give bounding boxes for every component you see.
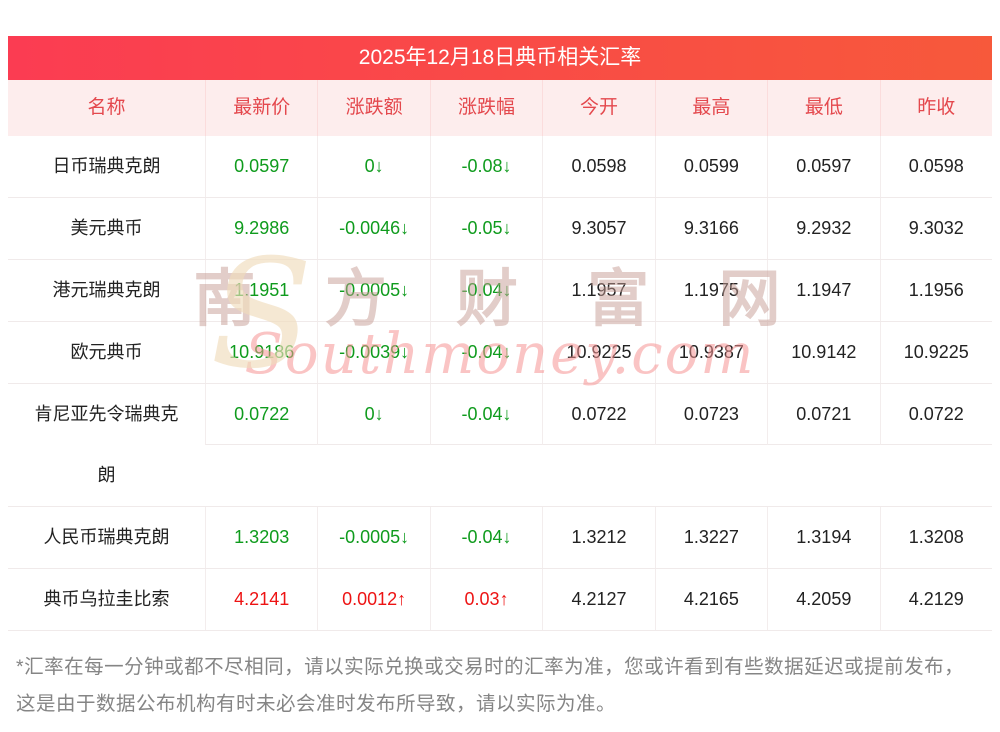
cell-prev-close: 1.3208 bbox=[879, 507, 992, 568]
cell-prev-close: 9.3032 bbox=[879, 198, 992, 259]
cell-prev-close: 1.1956 bbox=[879, 260, 992, 321]
cell-low: 4.2059 bbox=[767, 569, 879, 630]
currency-pair-name: 美元典币 bbox=[70, 218, 143, 238]
currency-pair-name: 欧元典币 bbox=[70, 342, 143, 362]
cell-change: -0.0005↓ bbox=[317, 260, 429, 321]
cell-latest: 0.0597 bbox=[205, 136, 317, 197]
cell-high: 9.3166 bbox=[654, 198, 767, 259]
cell-low: 0.0721 bbox=[767, 384, 880, 445]
disclaimer-note: *汇率在每一分钟或都不尽相同，请以实际兑换或交易时的汇率为准，您或许看到有些数据… bbox=[16, 656, 965, 715]
cell-open: 0.0598 bbox=[542, 136, 654, 197]
table-row: 欧元典币 10.9186 -0.0039↓ -0.04↓ 10.9225 10.… bbox=[8, 322, 992, 384]
cell-latest: 1.1951 bbox=[205, 260, 317, 321]
cell-change: 0.0012↑ bbox=[317, 569, 429, 630]
table-row: 典币乌拉圭比索 4.2141 0.0012↑ 0.03↑ 4.2127 4.21… bbox=[8, 569, 992, 631]
page-title: 2025年12月18日典币相关汇率 bbox=[8, 36, 992, 80]
header-low: 最低 bbox=[767, 80, 879, 136]
cell-low: 9.2932 bbox=[767, 198, 879, 259]
cell-change: -0.0039↓ bbox=[317, 322, 429, 383]
header-change: 涨跌额 bbox=[317, 80, 429, 136]
header-change-pct: 涨跌幅 bbox=[429, 80, 542, 136]
table-header-row: 名称 最新价 涨跌额 涨跌幅 今开 最高 最低 昨收 bbox=[8, 80, 992, 136]
cell-open: 1.3212 bbox=[542, 507, 654, 568]
cell-high: 0.0723 bbox=[654, 384, 768, 445]
cell-low: 10.9142 bbox=[767, 322, 879, 383]
cell-high: 1.1975 bbox=[654, 260, 767, 321]
currency-pair-name: 日币瑞典克朗 bbox=[52, 156, 161, 176]
currency-pair-name: 典币乌拉圭比索 bbox=[43, 589, 170, 609]
cell-change-pct: -0.04↓ bbox=[429, 322, 542, 383]
currency-pair-name: 肯尼亚先令瑞典克朗 bbox=[34, 404, 179, 485]
cell-change: -0.0046↓ bbox=[317, 198, 429, 259]
header-high: 最高 bbox=[654, 80, 767, 136]
cell-open: 4.2127 bbox=[542, 569, 654, 630]
cell-change-pct: -0.08↓ bbox=[429, 136, 542, 197]
currency-pair-name: 人民币瑞典克朗 bbox=[43, 527, 170, 547]
cell-change-pct: -0.04↓ bbox=[429, 260, 542, 321]
cell-change: -0.0005↓ bbox=[317, 507, 429, 568]
currency-pair-name: 港元瑞典克朗 bbox=[52, 280, 161, 300]
table-row: 美元典币 9.2986 -0.0046↓ -0.05↓ 9.3057 9.316… bbox=[8, 198, 992, 260]
cell-prev-close: 4.2129 bbox=[879, 569, 992, 630]
table-row: 人民币瑞典克朗 1.3203 -0.0005↓ -0.04↓ 1.3212 1.… bbox=[8, 507, 992, 569]
cell-latest: 4.2141 bbox=[205, 569, 317, 630]
table-row: 日币瑞典克朗 0.0597 0↓ -0.08↓ 0.0598 0.0599 0.… bbox=[8, 136, 992, 198]
cell-change-pct: -0.04↓ bbox=[429, 507, 542, 568]
cell-open: 10.9225 bbox=[542, 322, 654, 383]
cell-low: 0.0597 bbox=[767, 136, 879, 197]
table-row: 肯尼亚先令瑞典克朗 0.0722 0↓ -0.04↓ 0.0722 0.0723… bbox=[8, 384, 992, 507]
cell-open: 9.3057 bbox=[542, 198, 654, 259]
rates-table: 名称 最新价 涨跌额 涨跌幅 今开 最高 最低 昨收 日币瑞典克朗 0.0597… bbox=[8, 80, 992, 631]
header-open: 今开 bbox=[542, 80, 654, 136]
cell-prev-close: 0.0722 bbox=[879, 384, 992, 445]
cell-latest: 0.0722 bbox=[205, 384, 318, 445]
cell-open: 1.1957 bbox=[542, 260, 654, 321]
table-row: 港元瑞典克朗 1.1951 -0.0005↓ -0.04↓ 1.1957 1.1… bbox=[8, 260, 992, 322]
cell-prev-close: 10.9225 bbox=[879, 322, 992, 383]
cell-high: 0.0599 bbox=[654, 136, 767, 197]
header-prev-close: 昨收 bbox=[879, 80, 992, 136]
cell-change: 0↓ bbox=[317, 136, 429, 197]
cell-low: 1.1947 bbox=[767, 260, 879, 321]
cell-latest: 9.2986 bbox=[205, 198, 317, 259]
cell-latest: 10.9186 bbox=[205, 322, 317, 383]
cell-change-pct: 0.03↑ bbox=[429, 569, 542, 630]
cell-change-pct: -0.04↓ bbox=[429, 384, 543, 445]
cell-open: 0.0722 bbox=[542, 384, 655, 445]
cell-prev-close: 0.0598 bbox=[879, 136, 992, 197]
cell-change-pct: -0.05↓ bbox=[429, 198, 542, 259]
cell-high: 4.2165 bbox=[654, 569, 767, 630]
cell-change: 0↓ bbox=[317, 384, 430, 445]
cell-latest: 1.3203 bbox=[205, 507, 317, 568]
header-name: 名称 bbox=[87, 97, 126, 118]
cell-high: 1.3227 bbox=[654, 507, 767, 568]
cell-low: 1.3194 bbox=[767, 507, 879, 568]
cell-high: 10.9387 bbox=[654, 322, 767, 383]
header-latest: 最新价 bbox=[205, 80, 317, 136]
